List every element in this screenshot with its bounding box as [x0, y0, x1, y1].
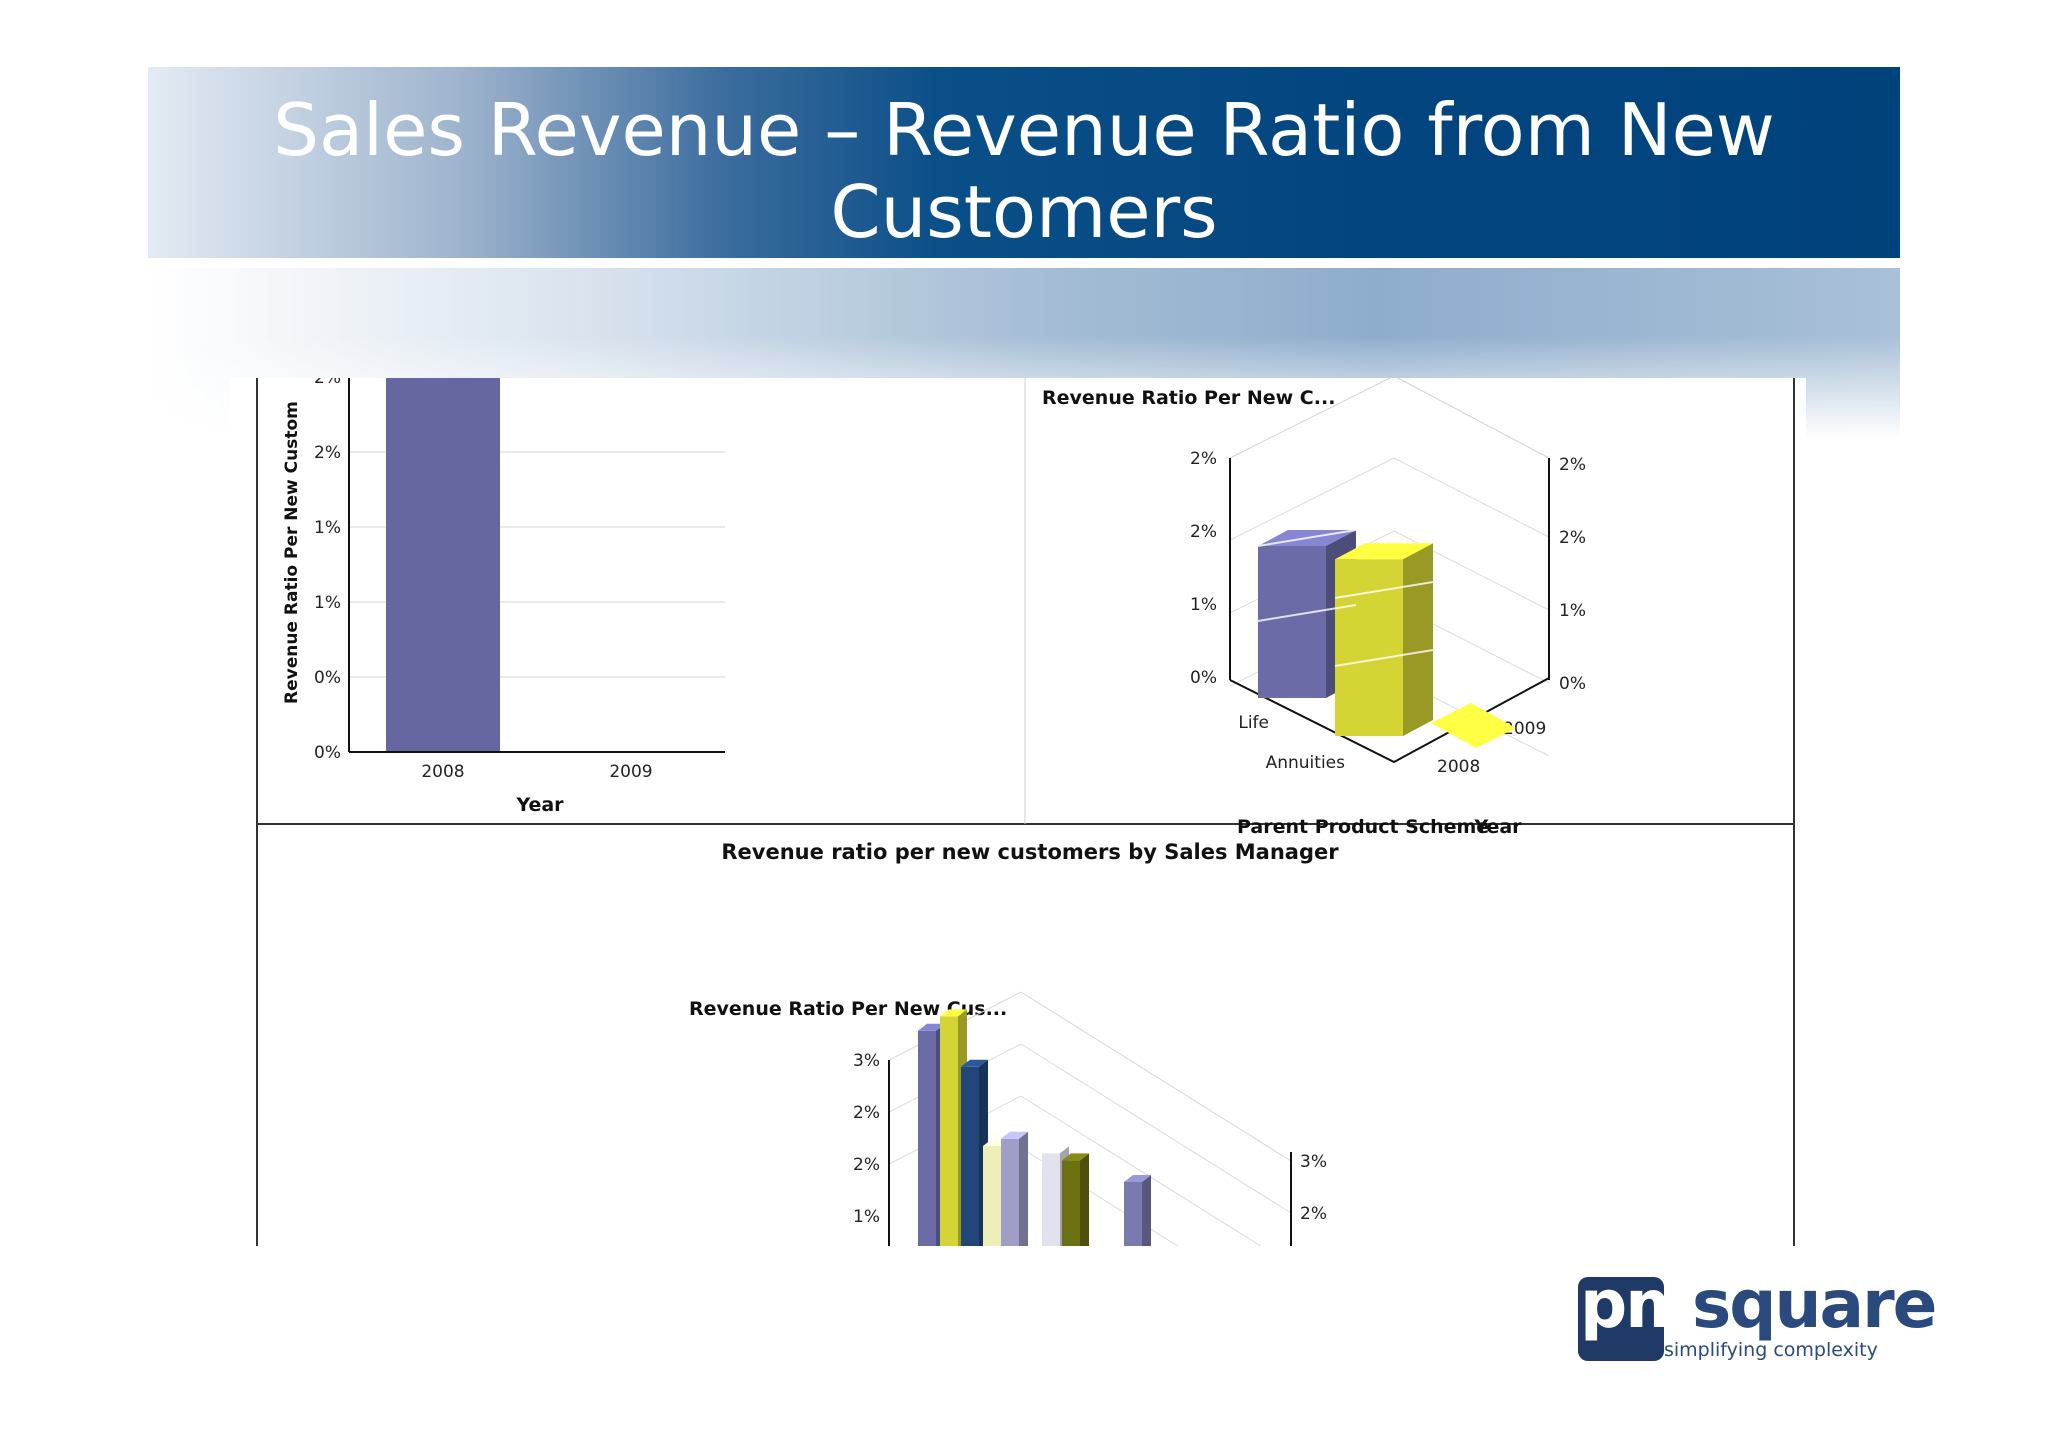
logo-wordmark: pmsquare: [1580, 1263, 1937, 1347]
chart2-ytick-right: 2%: [1559, 455, 1586, 475]
chart2-ytick-right: 0%: [1559, 674, 1586, 694]
chart3-bar-side: [1019, 1131, 1028, 1246]
chart2-ytick-right: 1%: [1559, 601, 1586, 621]
report-canvas: Revenue Ratio Per New Custom Year 0% 0% 1%…: [256, 378, 1795, 1246]
chart2-zlabel: Year: [1473, 816, 1522, 838]
chart1-ytick-label: 0%: [314, 743, 341, 763]
chart2-bar-segment: [1257, 604, 1357, 622]
chart3-title: Revenue Ratio Per New Cus...: [689, 998, 1007, 1020]
chart2-ytick-right: 2%: [1559, 528, 1586, 548]
chart1-ytick-label: 2%: [314, 378, 341, 388]
chart2-ytick-left: 2%: [1190, 449, 1217, 469]
chart1-xlabel: Year: [515, 794, 564, 816]
chart3-bar-side: [1080, 1153, 1089, 1246]
chart3-bar-side: [1142, 1175, 1151, 1246]
chart3-ytick-left: 1%: [853, 1207, 880, 1227]
chart1-bar: [386, 378, 500, 752]
chart3-ytick-left: 2%: [853, 1155, 880, 1175]
logo-badge: [1578, 1277, 1664, 1361]
chart1-xtick-label: 2008: [421, 762, 464, 782]
chart3-bar-top: [1001, 1131, 1028, 1139]
chart3-bar: [983, 1146, 1001, 1246]
chart2-category-label: Annuities: [1266, 753, 1346, 773]
chart2-category-label: Life: [1238, 713, 1269, 733]
chart3-bar: [1001, 1138, 1019, 1246]
chart3-bar: [1062, 1160, 1080, 1246]
chart1-xtick-label: 2009: [609, 762, 652, 782]
chart3-bar: [961, 1066, 979, 1246]
chart2-wall-top: [1396, 378, 1550, 459]
chart3-ytick-left: 2%: [853, 1103, 880, 1123]
chart-year-bar: Revenue Ratio Per New Custom Year 0% 0% 1%…: [282, 378, 725, 816]
chart2-wall-left: [1229, 378, 1392, 459]
chart3-bar-top: [940, 1009, 967, 1017]
logo-square: square: [1692, 1266, 1937, 1343]
chart3-bar-top: [1062, 1153, 1089, 1161]
slide-title: Sales Revenue – Revenue Ratio from New C…: [148, 89, 1900, 253]
chart3-bar: [940, 1016, 958, 1246]
chart2-ytick-left: 1%: [1190, 595, 1217, 615]
chart2-grid: [1393, 457, 1550, 538]
chart1-ytick-label: 1%: [314, 518, 341, 538]
chart3-bar-top: [961, 1059, 988, 1067]
chart2-year-label: 2009: [1503, 719, 1546, 739]
chart1-ytick-label: 2%: [314, 443, 341, 463]
chart2-floor-axis: [1229, 677, 1550, 764]
logo-tagline: simplifying complexity: [1664, 1339, 1878, 1361]
chart2-bar-segment: [1334, 649, 1434, 667]
chart3-bar: [918, 1030, 936, 1246]
slide-title-line-1: Sales Revenue – Revenue Ratio from New: [273, 88, 1775, 172]
chart2-grid: [1229, 457, 1395, 541]
chart-product-scheme-3d: Revenue Ratio Per New C... Parent Produc…: [1042, 378, 1586, 838]
report-screenshot: Revenue Ratio Per New Custom Year 0% 0% 1%…: [229, 378, 1806, 1246]
chart3-ytick-right: 2%: [1300, 1204, 1327, 1224]
chart3-ytick-right: 3%: [1300, 1152, 1327, 1172]
chart2-bar-annuities-2008-side: [1403, 543, 1433, 736]
pmsquare-logo: pmsquare simplifying complexity: [1578, 1266, 1937, 1361]
section-bottom-title: Revenue ratio per new customers by Sales…: [721, 840, 1339, 864]
title-bar: Sales Revenue – Revenue Ratio from New C…: [148, 67, 1900, 258]
chart3-ytick-left: 3%: [853, 1051, 880, 1071]
chart2-title: Revenue Ratio Per New C...: [1042, 387, 1335, 409]
chart2-bar-segment: [1257, 529, 1357, 547]
chart3-bar-top: [1042, 1146, 1069, 1154]
chart2-bar-annuities-2008-top: [1335, 543, 1433, 560]
chart2-ytick-left: 0%: [1190, 668, 1217, 688]
chart3-wall-top: [1020, 991, 1292, 1162]
chart3-bar: [1124, 1182, 1142, 1246]
slide-title-line-2: Customers: [830, 170, 1218, 254]
chart1-ylabel: Revenue Ratio Per New Custom: [282, 401, 302, 704]
chart3-grid: [1020, 1043, 1292, 1214]
chart-sales-manager-3d: Revenue Ratio Per New Cus... 1% 2% 2% 3% 2% 3…: [689, 991, 1327, 1246]
chart1-ytick-label: 1%: [314, 593, 341, 613]
chart3-bar-top: [918, 1023, 945, 1031]
chart2-bar-segment: [1334, 581, 1434, 599]
chart2-xlabel: Parent Product Scheme: [1237, 816, 1489, 838]
chart3-bar-top: [1124, 1175, 1151, 1182]
logo-pm: pm: [1580, 1266, 1694, 1343]
chart1-ytick-label: 0%: [314, 668, 341, 688]
chart3-bar: [1042, 1153, 1060, 1246]
chart2-bar-life-2008: [1258, 546, 1326, 698]
chart3-grid: [1020, 1095, 1262, 1246]
chart2-ytick-left: 2%: [1190, 522, 1217, 542]
chart2-year-label: 2008: [1437, 757, 1480, 777]
chart2-bar-annuities-2008: [1335, 559, 1403, 736]
chart2-bar-2009: [1431, 703, 1516, 748]
